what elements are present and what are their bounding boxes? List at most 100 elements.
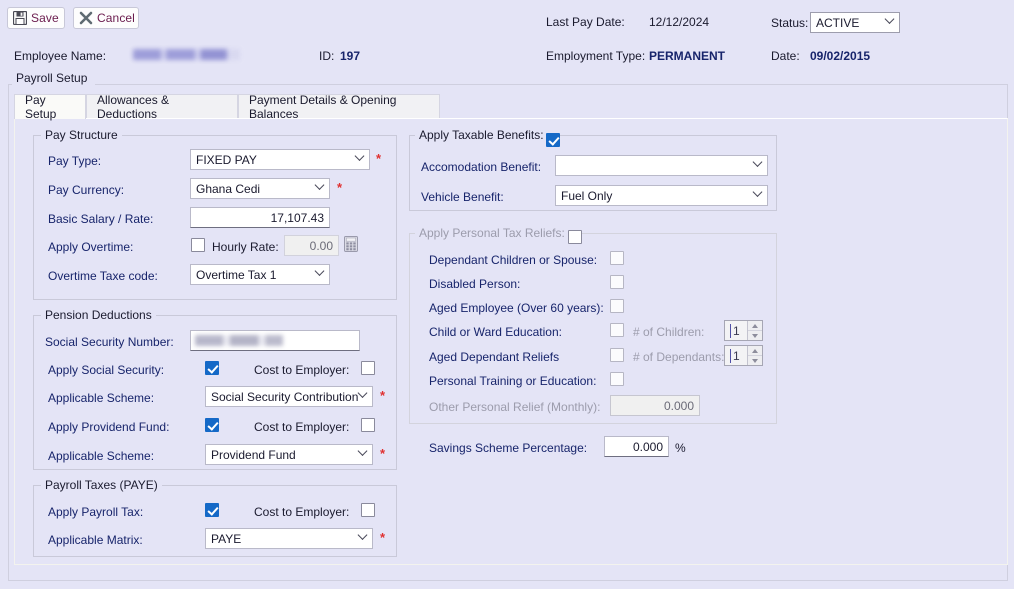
disabled-person-label: Disabled Person:: [429, 277, 521, 291]
save-button[interactable]: Save: [7, 7, 65, 29]
tab-panel-pay-setup: Pay Structure Pay Type: FIXED PAY * Pay …: [14, 118, 1008, 565]
x-mark-icon: [79, 11, 93, 25]
apply-taxable-benefits-checkbox[interactable]: [546, 133, 560, 147]
tab-pay-setup-label: Pay Setup: [25, 93, 57, 121]
aged-employee-checkbox[interactable]: [610, 299, 624, 313]
apply-social-security-checkbox[interactable]: [205, 361, 219, 375]
chevron-down-icon: [752, 156, 763, 167]
ss-scheme-dropdown[interactable]: Social Security Contribution: [205, 386, 373, 407]
savings-scheme-percentage-value: 0.000: [632, 439, 663, 454]
hourly-rate-input[interactable]: 0.00: [284, 235, 339, 256]
pf-cost-to-employer-checkbox[interactable]: [361, 418, 375, 432]
pay-type-value: FIXED PAY: [196, 152, 257, 167]
accommodation-benefit-dropdown[interactable]: [555, 155, 768, 176]
number-of-dependants-value: 1: [725, 346, 747, 365]
number-of-children-stepper-buttons[interactable]: [747, 321, 762, 340]
chevron-down-icon: [357, 445, 368, 456]
tab-payment-details[interactable]: Payment Details & Opening Balances: [238, 92, 440, 121]
basic-salary-label: Basic Salary / Rate:: [48, 212, 154, 226]
payroll-taxes-groupbox: [33, 485, 397, 557]
floppy-disk-icon: [12, 10, 28, 26]
savings-scheme-percentage-input[interactable]: 0.000: [604, 436, 669, 457]
personal-training-education-label: Personal Training or Education:: [429, 374, 597, 388]
employee-name-label: Employee Name:: [14, 49, 107, 63]
apply-providend-fund-checkbox[interactable]: [205, 418, 219, 432]
pension-deductions-groupbox: [33, 315, 397, 470]
employee-name-value: [133, 48, 240, 62]
tab-allowances-deductions[interactable]: Allowances & Deductions: [86, 93, 238, 121]
apply-personal-tax-reliefs-checkbox[interactable]: [568, 230, 582, 244]
hourly-rate-label: Hourly Rate:: [212, 240, 279, 254]
payroll-tax-cost-to-employer-checkbox[interactable]: [361, 503, 375, 517]
status-dropdown[interactable]: ACTIVE: [810, 12, 900, 33]
dependant-children-spouse-checkbox[interactable]: [610, 251, 624, 265]
chevron-down-icon: [884, 13, 895, 24]
pf-scheme-value: Providend Fund: [211, 447, 296, 462]
ss-cost-to-employer-checkbox[interactable]: [361, 361, 375, 375]
stepper-up-icon[interactable]: [748, 346, 762, 355]
accommodation-benefit-label: Accomodation Benefit:: [421, 160, 542, 174]
other-personal-relief-input[interactable]: 0.000: [610, 395, 700, 416]
tab-payment-details-label: Payment Details & Opening Balances: [249, 92, 397, 121]
overtime-tax-code-dropdown[interactable]: Overtime Tax 1: [190, 264, 330, 285]
apply-overtime-label: Apply Overtime:: [48, 240, 134, 254]
pay-type-label: Pay Type:: [48, 154, 102, 168]
number-of-children-stepper[interactable]: 1: [724, 320, 763, 341]
save-button-label: Save: [31, 11, 59, 25]
vehicle-benefit-label: Vehicle Benefit:: [421, 190, 504, 204]
employee-id-value: 197: [340, 49, 361, 63]
number-of-dependants-stepper[interactable]: 1: [724, 345, 763, 366]
stepper-down-icon[interactable]: [748, 330, 762, 340]
chevron-down-icon: [357, 529, 368, 540]
other-personal-relief-value: 0.000: [663, 398, 694, 413]
status-label: Status:: [771, 16, 809, 30]
calculator-icon[interactable]: [344, 236, 358, 252]
pay-structure-groupbox: [33, 135, 397, 300]
personal-tax-reliefs-caption: Apply Personal Tax Reliefs:: [415, 226, 569, 240]
ssn-label: Social Security Number:: [45, 335, 174, 349]
last-pay-date-label: Last Pay Date:: [546, 15, 625, 29]
applicable-matrix-required-marker: *: [380, 530, 386, 545]
child-ward-education-checkbox[interactable]: [610, 323, 624, 337]
child-ward-education-label: Child or Ward Education:: [429, 325, 562, 339]
groupbox-top-line-left: [8, 84, 14, 85]
pay-type-dropdown[interactable]: FIXED PAY: [190, 149, 370, 170]
stepper-up-icon[interactable]: [748, 321, 762, 330]
basic-salary-input[interactable]: 17,107.43: [190, 207, 330, 228]
pay-structure-caption: Pay Structure: [41, 128, 122, 142]
overtime-tax-code-label: Overtime Taxe code:: [48, 269, 158, 283]
payroll-taxes-caption: Payroll Taxes (PAYE): [41, 478, 162, 492]
cancel-button[interactable]: Cancel: [73, 7, 139, 29]
date-label: Date:: [771, 49, 800, 63]
ssn-redacted: [195, 335, 283, 346]
date-value: 09/02/2015: [810, 49, 871, 63]
tab-pay-setup[interactable]: Pay Setup: [14, 93, 86, 121]
stepper-down-icon[interactable]: [748, 355, 762, 365]
chevron-down-icon: [314, 265, 325, 276]
overtime-tax-code-value: Overtime Tax 1: [196, 267, 277, 282]
ss-scheme-label: Applicable Scheme:: [48, 391, 155, 405]
groupbox-top-line-right: [95, 84, 1008, 85]
apply-payroll-tax-checkbox[interactable]: [205, 503, 219, 517]
apply-overtime-checkbox[interactable]: [191, 238, 205, 252]
pf-scheme-dropdown[interactable]: Providend Fund: [205, 444, 373, 465]
tabstrip: Pay Setup Allowances & Deductions Paymen…: [14, 92, 1008, 121]
ssn-input[interactable]: [190, 330, 360, 351]
employee-id-label: ID:: [319, 49, 335, 63]
other-personal-relief-label: Other Personal Relief (Monthly):: [429, 400, 601, 414]
apply-social-security-label: Apply Social Security:: [48, 363, 165, 377]
personal-training-education-checkbox[interactable]: [610, 372, 624, 386]
chevron-down-icon: [752, 186, 763, 197]
pay-currency-value: Ghana Cedi: [196, 181, 261, 196]
number-of-dependants-stepper-buttons[interactable]: [747, 346, 762, 365]
applicable-matrix-dropdown[interactable]: PAYE: [205, 528, 373, 549]
disabled-person-checkbox[interactable]: [610, 275, 624, 289]
chevron-down-icon: [357, 387, 368, 398]
employee-name-redacted: [133, 49, 240, 60]
percent-sign-label: %: [675, 441, 686, 455]
vehicle-benefit-dropdown[interactable]: Fuel Only: [555, 185, 768, 206]
pay-currency-dropdown[interactable]: Ghana Cedi: [190, 178, 330, 199]
number-of-children-label: # of Children:: [633, 325, 705, 339]
aged-dependant-reliefs-checkbox[interactable]: [610, 348, 624, 362]
